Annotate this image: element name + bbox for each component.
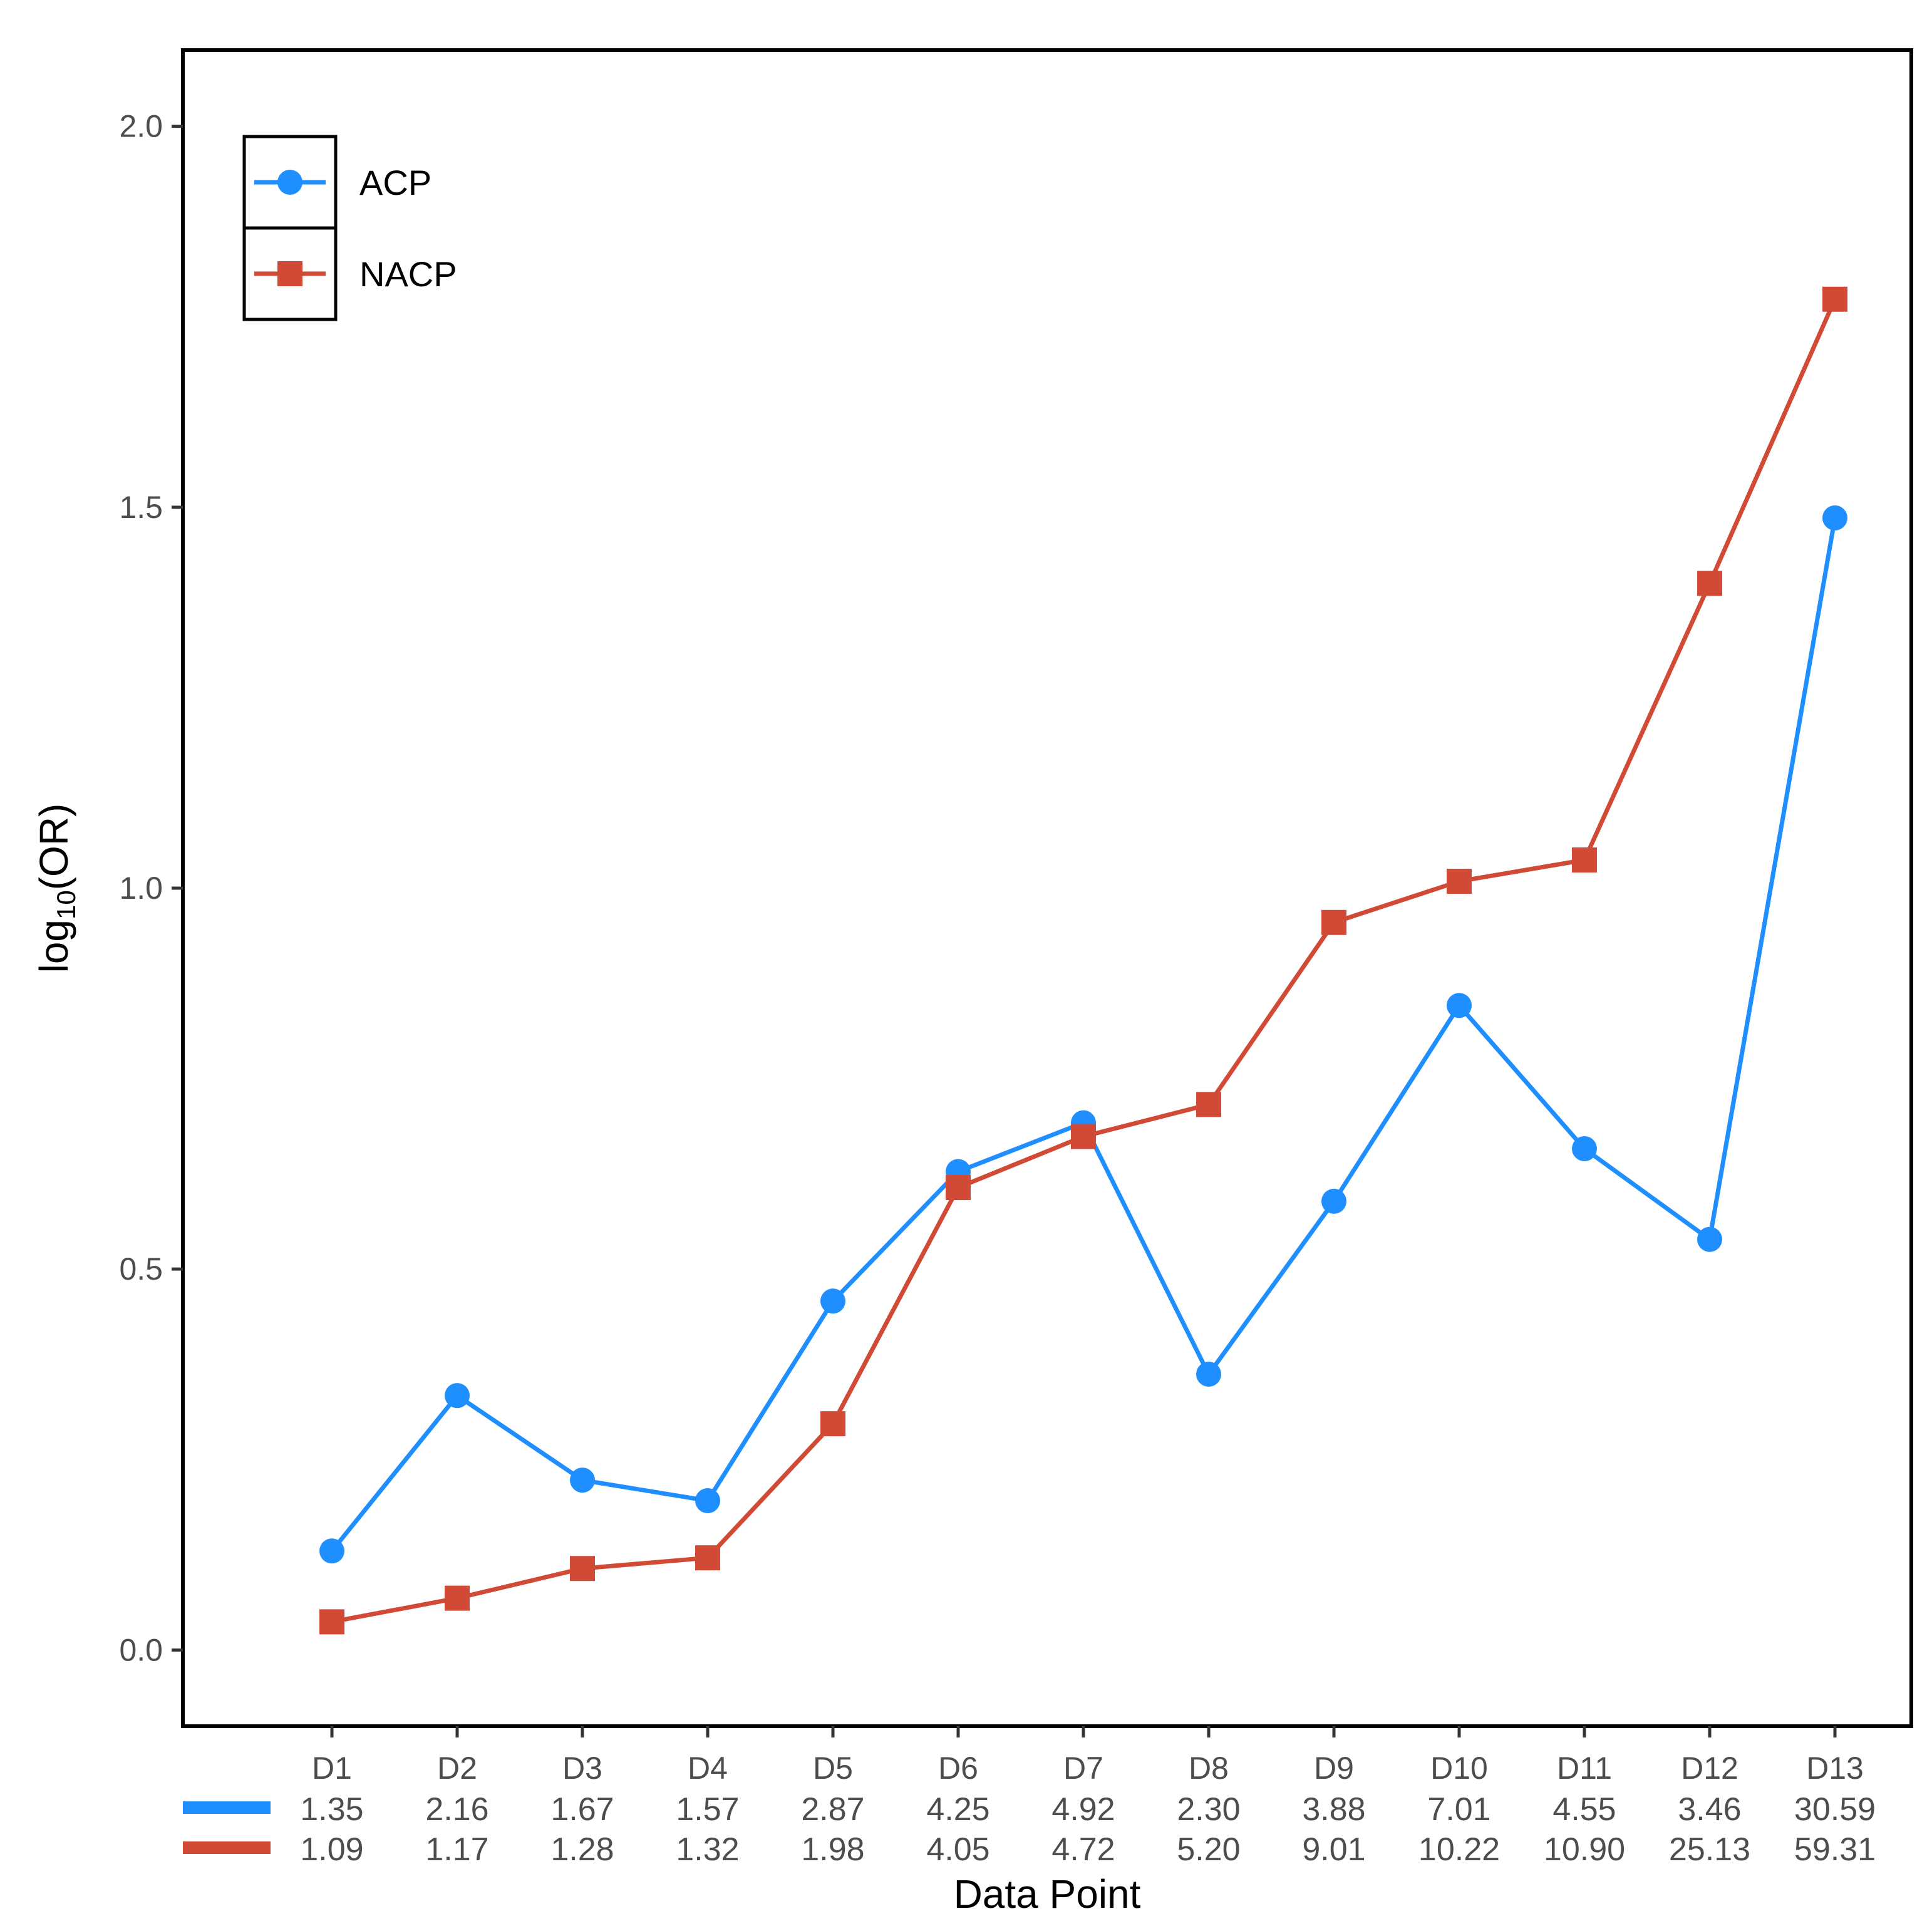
x-tick-label: D6 — [938, 1751, 978, 1786]
x-tick-label: D9 — [1314, 1751, 1354, 1786]
y-axis-title: log10(OR) — [31, 804, 81, 973]
y-tick-label: 0.0 — [119, 1632, 163, 1667]
table-cell: 10.90 — [1544, 1831, 1625, 1868]
x-axis: D1 D2 D3 D4 D5 D6 D7 D8 D9 D10 D11 D12 D13 — [312, 1726, 1864, 1786]
data-point — [946, 1175, 971, 1201]
legend: ACP NACP — [242, 135, 457, 321]
legend-key-marker — [277, 261, 302, 286]
table-cell: 4.55 — [1552, 1791, 1616, 1828]
data-point — [1447, 993, 1472, 1018]
data-point — [1822, 505, 1847, 531]
table-cell: 5.20 — [1177, 1831, 1240, 1868]
table-cell: 4.92 — [1051, 1791, 1115, 1828]
y-axis-title-subscript: 10 — [51, 890, 81, 919]
data-point — [1447, 869, 1472, 894]
table-cell: 2.30 — [1177, 1791, 1240, 1828]
table-row-swatch — [183, 1801, 271, 1814]
data-point — [820, 1411, 845, 1437]
table-cell: 25.13 — [1669, 1831, 1750, 1868]
x-axis-title: Data Point — [954, 1872, 1141, 1917]
data-point — [1697, 1226, 1722, 1252]
data-point — [319, 1609, 344, 1635]
table-cell: 1.28 — [550, 1831, 614, 1868]
legend-label: NACP — [359, 254, 457, 294]
y-axis: 0.0 0.5 1.0 1.5 2.0 — [119, 109, 183, 1667]
x-tick-label: D3 — [562, 1751, 602, 1786]
table-cell: 2.16 — [425, 1791, 488, 1828]
data-point — [820, 1288, 845, 1314]
table-cell: 1.09 — [300, 1831, 363, 1868]
table-cell: 3.88 — [1302, 1791, 1365, 1828]
y-axis-title-prefix: log — [31, 919, 76, 973]
y-tick-label: 2.0 — [119, 109, 163, 144]
table-cell: 1.35 — [300, 1791, 363, 1828]
legend-label: ACP — [359, 163, 431, 202]
table-cell: 1.17 — [425, 1831, 488, 1868]
data-point — [1572, 847, 1597, 872]
legend-key-marker — [277, 170, 302, 195]
data-point — [1196, 1092, 1221, 1117]
data-point — [1321, 1188, 1346, 1214]
table-cell: 4.72 — [1051, 1831, 1115, 1868]
data-point — [1822, 286, 1847, 312]
x-tick-label: D5 — [813, 1751, 853, 1786]
y-axis-title-suffix: (OR) — [31, 804, 76, 891]
table-cell: 1.67 — [550, 1791, 614, 1828]
table-cell: 10.22 — [1418, 1831, 1500, 1868]
data-point — [1321, 909, 1346, 935]
x-tick-label: D2 — [437, 1751, 477, 1786]
y-tick-label: 1.0 — [119, 871, 163, 906]
data-point — [570, 1468, 595, 1493]
data-point — [695, 1545, 720, 1571]
table-cell: 2.87 — [801, 1791, 864, 1828]
data-point — [570, 1556, 595, 1582]
data-point — [695, 1488, 720, 1513]
x-tick-label: D1 — [312, 1751, 352, 1786]
data-point — [1071, 1124, 1096, 1149]
legend-item-nacp: NACP — [242, 226, 457, 321]
data-point — [445, 1383, 470, 1409]
table-cell: 9.01 — [1302, 1831, 1365, 1868]
x-tick-label: D13 — [1806, 1751, 1864, 1786]
table-cell: 7.01 — [1427, 1791, 1490, 1828]
x-tick-label: D11 — [1557, 1751, 1612, 1786]
table-cell: 1.57 — [676, 1791, 739, 1828]
x-tick-label: D12 — [1681, 1751, 1738, 1786]
x-tick-label: D4 — [688, 1751, 728, 1786]
data-point — [1572, 1136, 1597, 1161]
series-nacp — [319, 286, 1847, 1635]
table-cell: 1.32 — [676, 1831, 739, 1868]
y-tick-label: 0.5 — [119, 1251, 163, 1287]
series-layer — [319, 286, 1847, 1635]
data-point — [1697, 571, 1722, 596]
table-cell: 4.05 — [926, 1831, 989, 1868]
table-cell: 30.59 — [1794, 1791, 1876, 1828]
data-point — [445, 1585, 470, 1611]
x-tick-label: D7 — [1063, 1751, 1103, 1786]
x-tick-label: D10 — [1430, 1751, 1488, 1786]
table-row-acp: 1.35 2.16 1.67 1.57 2.87 4.25 4.92 2.30 3.88 7.01… — [183, 1791, 1876, 1828]
legend-item-acp: ACP — [242, 135, 431, 230]
table-cell: 3.46 — [1678, 1791, 1741, 1828]
table-cell: 1.98 — [801, 1831, 864, 1868]
y-tick-label: 1.5 — [119, 490, 163, 525]
x-tick-label: D8 — [1189, 1751, 1229, 1786]
table-row-nacp: 1.09 1.17 1.28 1.32 1.98 4.05 4.72 5.20 9.01 10.2… — [183, 1831, 1876, 1868]
table-row-swatch — [183, 1841, 271, 1854]
value-table: 1.35 2.16 1.67 1.57 2.87 4.25 4.92 2.30 3.88 7.01… — [183, 1791, 1876, 1868]
data-point — [1196, 1362, 1221, 1387]
table-cell: 59.31 — [1794, 1831, 1876, 1868]
table-cell: 4.25 — [926, 1791, 989, 1828]
data-point — [319, 1538, 344, 1564]
series-acp — [319, 505, 1847, 1564]
